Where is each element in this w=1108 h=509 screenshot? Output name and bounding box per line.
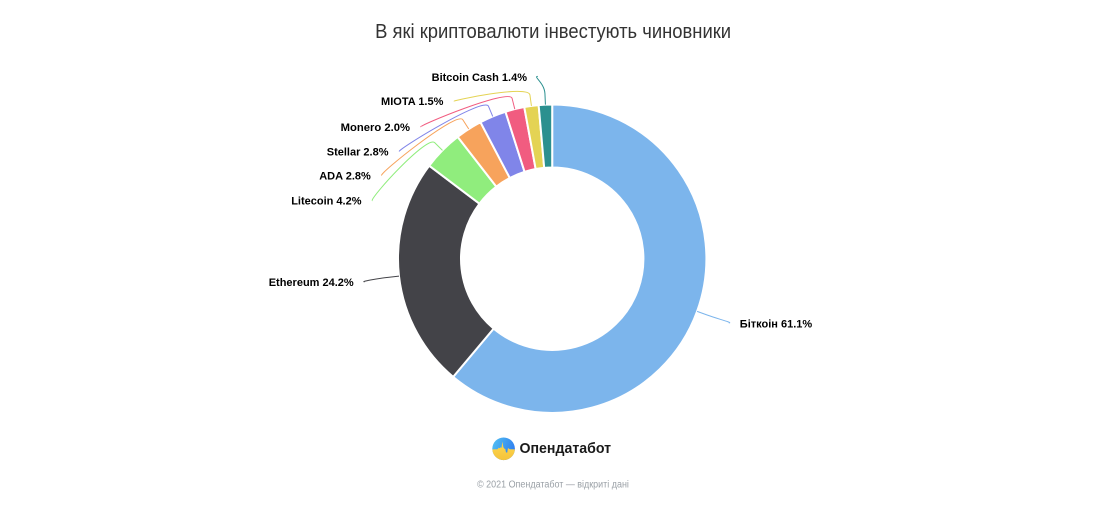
svg-text:© 2021 Опендатабот — відкриті: © 2021 Опендатабот — відкриті дані xyxy=(477,478,629,490)
svg-text:Опендатабот: Опендатабот xyxy=(520,440,612,457)
svg-text:ADA 2.8%: ADA 2.8% xyxy=(319,170,371,182)
svg-text:Bitcoin Cash 1.4%: Bitcoin Cash 1.4% xyxy=(432,72,528,84)
svg-text:Біткоін 61.1%: Біткоін 61.1% xyxy=(740,318,813,330)
svg-text:В які криптовалюти інвестують: В які криптовалюти інвестують чиновники xyxy=(375,21,731,43)
svg-text:MIOTA 1.5%: MIOTA 1.5% xyxy=(381,96,444,108)
svg-text:Ethereum 24.2%: Ethereum 24.2% xyxy=(269,277,354,289)
svg-text:Monero 2.0%: Monero 2.0% xyxy=(341,122,411,134)
svg-text:Stellar 2.8%: Stellar 2.8% xyxy=(327,146,389,158)
svg-text:Litecoin 4.2%: Litecoin 4.2% xyxy=(291,196,362,208)
